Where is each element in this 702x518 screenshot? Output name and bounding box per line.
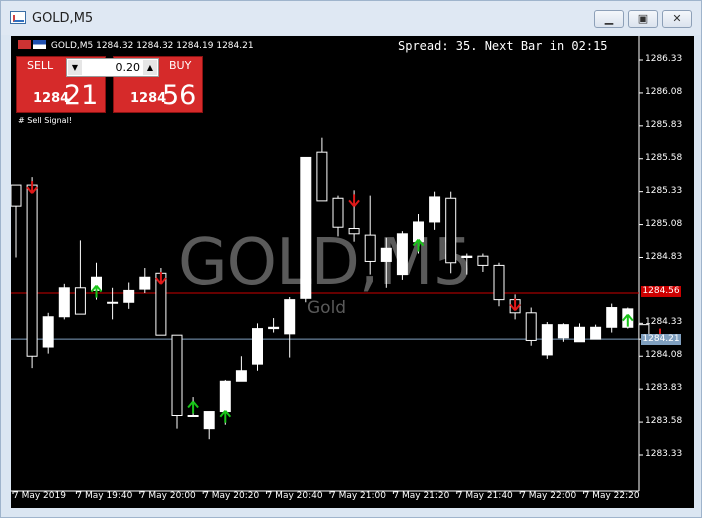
chart-ohlc: 1284.32 1284.32 1284.19 1284.21 [96, 41, 254, 51]
candle-body [461, 255, 473, 259]
candle-body [171, 334, 183, 416]
sell-arrow-icon [26, 181, 38, 194]
candle-body [74, 287, 86, 315]
buy-arrow-icon [187, 400, 199, 414]
candle-body [525, 312, 537, 341]
restore-button[interactable]: ▣ [628, 10, 658, 28]
buy-label: BUY [169, 59, 192, 72]
candle-body [413, 221, 424, 243]
time-tick-label: 7 May 21:40 [456, 491, 513, 501]
price-tick-label: 1284.08 [645, 350, 683, 361]
close-button[interactable]: ✕ [662, 10, 692, 28]
candle-body [139, 276, 151, 290]
close-icon: ✕ [672, 12, 682, 25]
chart-app-icon [10, 11, 26, 24]
time-tick-label: 7 May 20:20 [203, 491, 260, 501]
candle-body [284, 299, 296, 335]
chart-header: GOLD,M5 1284.32 1284.32 1284.19 1284.21 [18, 40, 254, 51]
price-tick-label: 1283.83 [645, 383, 683, 394]
candle-body [300, 156, 312, 299]
price-tick-label: 1286.08 [645, 86, 683, 97]
candle-body [332, 197, 344, 228]
time-tick-label: 7 May 21:00 [330, 491, 386, 501]
sell-arrow-icon [348, 194, 360, 207]
candle-body [364, 234, 376, 262]
candle-body [123, 289, 135, 303]
time-tick-label: 7 May 19:40 [76, 491, 133, 501]
candle-body [574, 326, 585, 343]
uk-flag-icon [18, 40, 31, 49]
candle-body [396, 233, 408, 276]
buy-arrow-icon [622, 313, 634, 327]
sell-signal-label: # Sell Signal! [18, 116, 73, 125]
candle-body [590, 326, 602, 340]
candle-body [477, 255, 489, 266]
candle-body [107, 301, 119, 304]
candle-body [268, 326, 280, 330]
price-tick-label: 1285.83 [645, 119, 683, 130]
candle-body [541, 324, 553, 356]
candle-body [219, 380, 231, 413]
buy-price-big: 56 [162, 80, 197, 111]
sell-label: SELL [27, 59, 54, 72]
watermark-name: Gold [307, 298, 347, 318]
time-tick-label: 7 May 21:20 [393, 491, 450, 501]
time-tick-label: 7 May 22:20 [583, 491, 640, 501]
candle-body [58, 287, 70, 318]
candle-body [380, 247, 392, 262]
lot-decrease-icon[interactable]: ▼ [68, 60, 82, 75]
candle-body [557, 324, 569, 339]
minimize-button[interactable]: ▁ [594, 10, 624, 28]
restore-icon: ▣ [637, 12, 649, 25]
price-tick-label: 1285.33 [645, 185, 683, 196]
price-tick-label: 1283.58 [645, 416, 683, 427]
price-chart[interactable]: GOLD,M5 Gold GOLD,M5 1284.32 1284.32 128… [11, 36, 694, 508]
candle-body [316, 151, 328, 202]
window-title: GOLD,M5 [32, 11, 94, 26]
candle-body [348, 228, 360, 235]
candle-body [235, 370, 247, 382]
price-tick-label: 1284.83 [645, 251, 683, 262]
candle-body [42, 316, 54, 348]
price-tick-label: 1285.58 [645, 152, 683, 163]
candle-body [11, 184, 22, 207]
candle-body [445, 197, 457, 264]
minimize-icon: ▁ [604, 12, 614, 25]
buy-arrow-icon [90, 284, 103, 298]
sell-arrow-icon [509, 298, 521, 312]
buy-arrow-icon [412, 238, 425, 252]
price-tick-label: 1283.33 [645, 449, 683, 459]
one-click-trading-panel: SELL 1284 21 BUY 1284 56 ▼ 0.20 ▲ [16, 56, 204, 114]
candle-body [252, 328, 263, 365]
price-tick-label: 1284.33 [645, 317, 683, 328]
window-titlebar[interactable]: GOLD,M5 ▁ ▣ ✕ [1, 1, 701, 35]
bid-price-label: 1284.21 [641, 334, 681, 345]
candle-body [26, 184, 38, 357]
candlestick-plot [11, 36, 666, 494]
price-tick-label: 1286.33 [645, 54, 683, 64]
sell-arrow-icon [155, 272, 167, 285]
lot-value[interactable]: 0.20 [115, 61, 141, 74]
sell-price-big: 21 [64, 80, 99, 111]
lot-increase-icon[interactable]: ▲ [143, 60, 157, 75]
chart-symbol: GOLD,M5 [50, 41, 94, 51]
time-tick-label: 7 May 20:40 [266, 491, 323, 501]
price-tick-label: 1285.08 [645, 218, 683, 229]
candle-body [203, 411, 215, 430]
lot-size-field[interactable]: ▼ 0.20 ▲ [66, 58, 159, 77]
ask-price-label: 1284.56 [641, 286, 681, 297]
candle-body [493, 264, 505, 301]
buy-arrow-icon [219, 410, 232, 423]
us-flag-icon [33, 40, 46, 49]
time-tick-label: 7 May 20:00 [139, 491, 196, 501]
sell-price-small: 1284 [33, 91, 70, 106]
buy-price-small: 1284 [130, 91, 167, 106]
spread-indicator: Spread: 35. Next Bar in 02:15 [398, 39, 608, 53]
time-tick-label: 7 May 22:00 [520, 491, 577, 501]
candle-body [429, 196, 441, 223]
time-tick-label: 7 May 2019 [13, 491, 66, 501]
candle-body [606, 307, 618, 328]
candle-body [187, 415, 199, 417]
